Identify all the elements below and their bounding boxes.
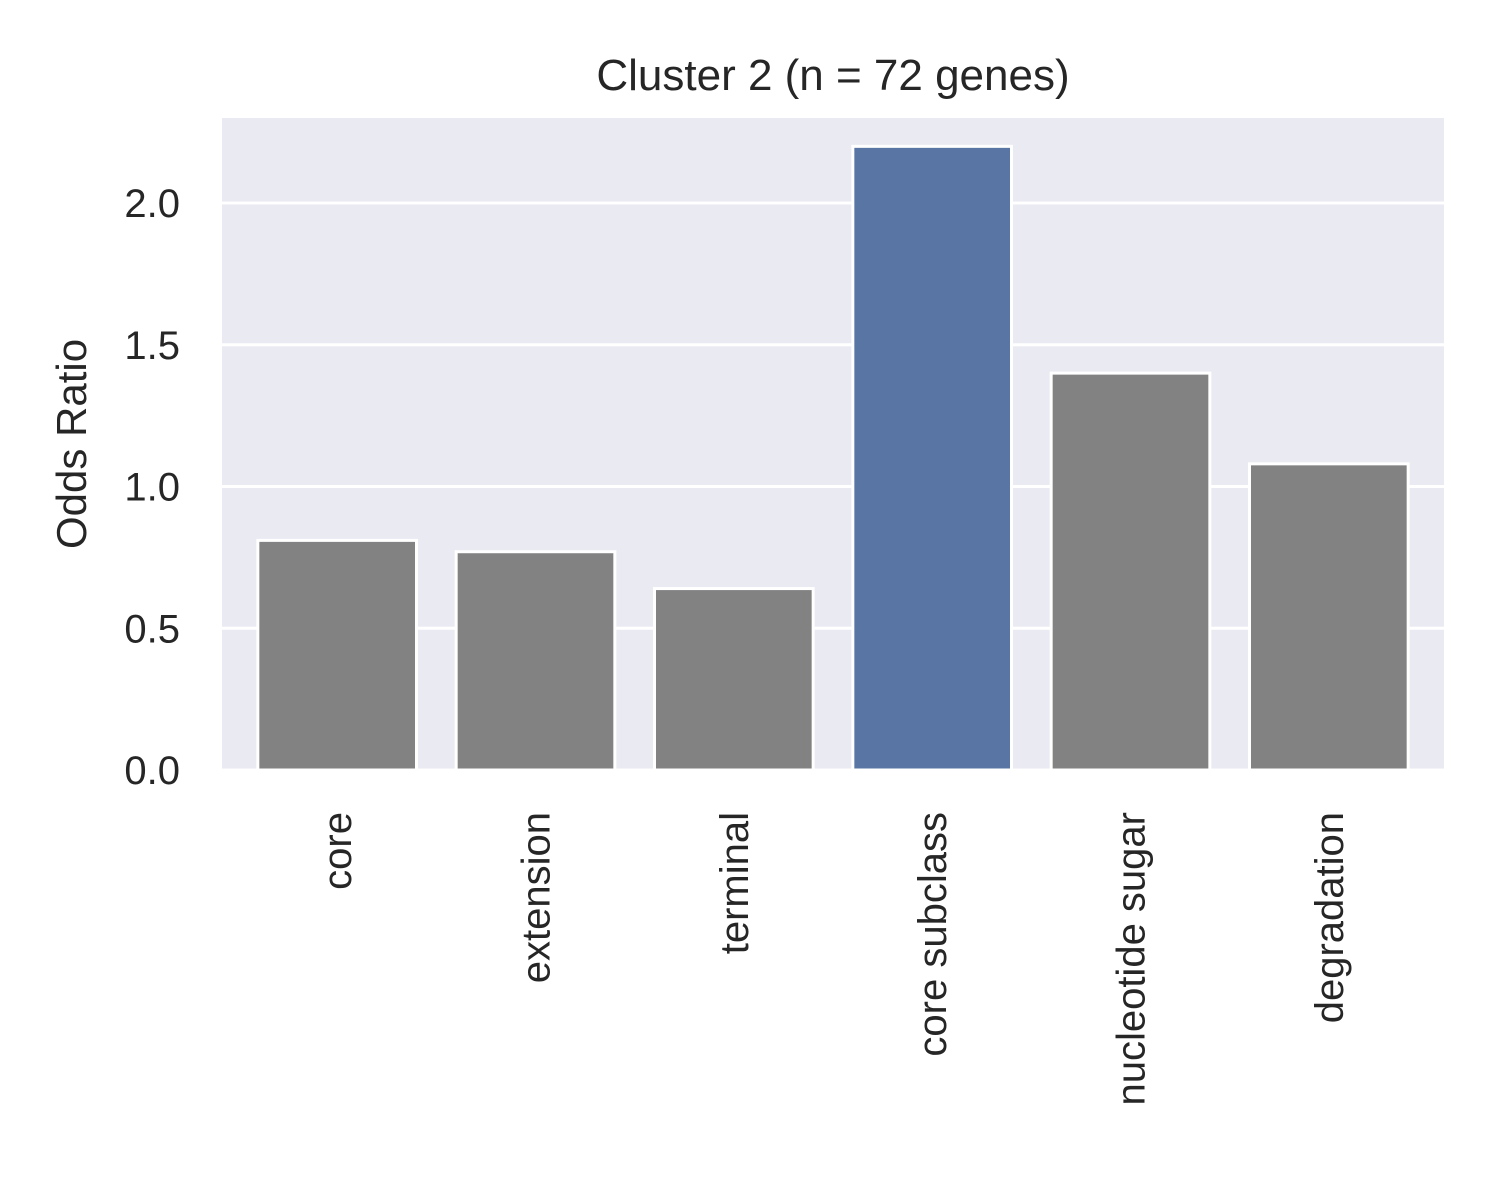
x-tick-label: nucleotide sugar [1110, 812, 1154, 1106]
bar-core [256, 538, 419, 772]
y-tick-label: 0.5 [124, 607, 180, 651]
bar-degradation [1248, 462, 1410, 772]
x-tick-label: extension [515, 812, 559, 983]
x-tick-label: core subclass [911, 812, 955, 1057]
bar-extension [454, 550, 617, 772]
x-tick-label: degradation [1308, 812, 1352, 1023]
x-tick-labels: core extension terminal core subclass nucleo… [316, 812, 1352, 1106]
y-axis-label: Odds Ratio [48, 339, 95, 549]
bar-terminal [653, 587, 815, 772]
y-tick-label: 2.0 [124, 182, 180, 226]
grid-lines [222, 201, 1444, 772]
x-tick-label: terminal [713, 812, 757, 954]
bar-core-subclass [851, 144, 1013, 772]
plot-area [222, 118, 1444, 770]
y-tick-label: 1.5 [124, 324, 180, 368]
bars [256, 144, 1410, 772]
y-tick-label: 1.0 [124, 466, 180, 510]
y-tick-label: 0.0 [124, 749, 180, 793]
bar-nucleotide-sugar [1049, 371, 1212, 772]
chart-title: Cluster 2 (n = 72 genes) [596, 51, 1069, 100]
y-tick-labels: 0.0 0.5 1.0 1.5 2.0 [124, 182, 180, 793]
x-tick-label: core [316, 812, 360, 890]
